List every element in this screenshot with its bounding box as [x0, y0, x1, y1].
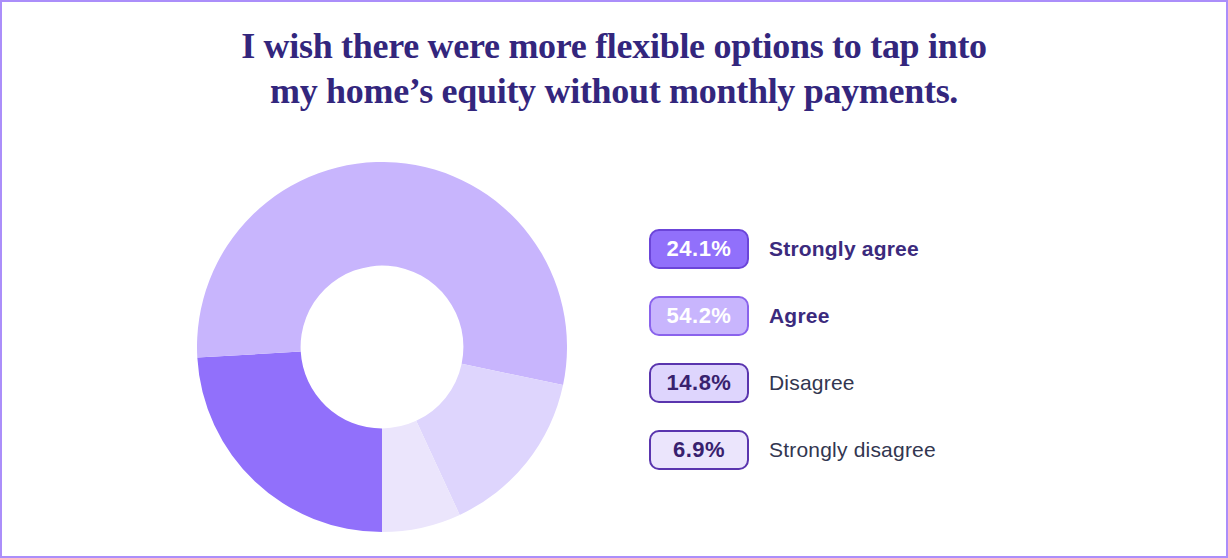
page-title-line-1: I wish there were more flexible options … — [2, 24, 1226, 69]
donut-slice-agree — [197, 162, 567, 385]
legend-label: Disagree — [769, 371, 855, 395]
donut-slice-strongly-agree — [197, 352, 382, 532]
legend-row: 6.9% Strongly disagree — [649, 430, 936, 470]
legend-badge: 6.9% — [649, 430, 749, 470]
infographic-page: I wish there were more flexible options … — [0, 0, 1228, 558]
legend-badge: 54.2% — [649, 296, 749, 336]
legend-badge: 14.8% — [649, 363, 749, 403]
legend-label: Agree — [769, 304, 830, 328]
legend-row: 54.2% Agree — [649, 296, 936, 336]
page-title-line-2: my home’s equity without monthly payment… — [2, 69, 1226, 114]
legend-row: 14.8% Disagree — [649, 363, 936, 403]
donut-chart-svg — [197, 162, 567, 532]
legend-badge: 24.1% — [649, 229, 749, 269]
legend-label: Strongly disagree — [769, 438, 936, 462]
legend-row: 24.1% Strongly agree — [649, 229, 936, 269]
legend-label: Strongly agree — [769, 237, 919, 261]
donut-chart — [197, 162, 567, 532]
page-title: I wish there were more flexible options … — [2, 24, 1226, 115]
chart-legend: 24.1% Strongly agree 54.2% Agree 14.8% D… — [649, 229, 936, 497]
